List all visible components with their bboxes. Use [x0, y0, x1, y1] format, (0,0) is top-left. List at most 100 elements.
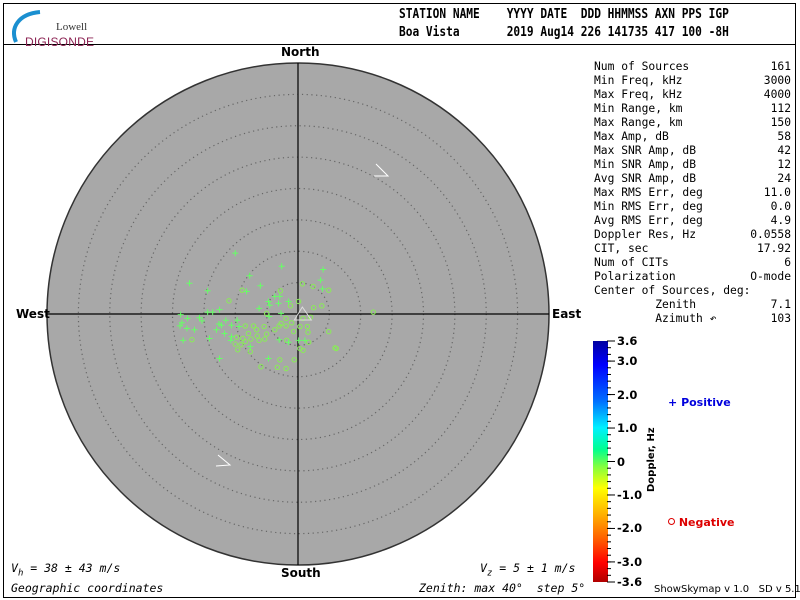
stat-row: Num of CITs 6 — [594, 256, 791, 270]
stat-row: Max RMS Err, deg 11.0 — [594, 186, 791, 200]
stat-label: CIT, sec — [594, 242, 649, 255]
source-negative — [319, 303, 325, 309]
source-negative — [277, 288, 284, 294]
source-negative — [253, 326, 260, 333]
source-positive — [177, 311, 184, 318]
source-negative — [233, 334, 240, 340]
source-positive — [285, 298, 292, 305]
source-negative — [310, 305, 317, 311]
coordinate-system: Geographic coordinates — [11, 581, 164, 595]
source-negative — [299, 281, 306, 287]
stat-row: Min Freq, kHz 3000 — [594, 74, 791, 88]
source-positive — [301, 337, 308, 344]
source-negative — [291, 357, 297, 363]
colorbar-tick-label: 0 — [617, 454, 626, 469]
source-negative — [262, 336, 268, 342]
source-positive — [222, 317, 229, 324]
source-positive — [184, 315, 191, 322]
stat-value: 0.0558 — [750, 228, 791, 241]
source-negative — [289, 320, 295, 326]
stat-label: Max RMS Err, deg — [594, 186, 703, 199]
stat-label: Zenith — [594, 298, 697, 311]
stat-value: 42 — [777, 144, 791, 157]
source-positive — [265, 355, 272, 362]
stat-row: Center of Sources, deg: — [594, 284, 791, 298]
stat-label: Min SNR Amp, dB — [594, 158, 697, 171]
stat-label: Max Freq, kHz — [594, 88, 683, 101]
source-positive — [221, 330, 228, 337]
source-negative — [310, 283, 316, 290]
stat-value: 11.0 — [763, 186, 791, 199]
legend-negative-label: Negative — [678, 516, 735, 529]
label-north: North — [281, 45, 320, 59]
colorbar-tick-label: -2.0 — [617, 521, 643, 536]
source-negative — [238, 342, 244, 348]
source-positive — [183, 325, 190, 332]
source-positive — [216, 355, 223, 362]
source-negative — [232, 341, 238, 347]
source-positive — [295, 337, 302, 344]
stat-row: Min SNR Amp, dB 12 — [594, 158, 791, 172]
stat-row: Num of Sources 161 — [594, 60, 791, 74]
stat-label: Num of Sources — [594, 60, 690, 73]
source-positive — [266, 313, 273, 320]
source-negative — [290, 328, 297, 335]
source-negative — [239, 287, 245, 293]
label-west: West — [16, 307, 50, 321]
source-positive — [275, 300, 282, 307]
chevron-marker — [215, 454, 232, 467]
source-negative — [263, 310, 270, 317]
source-negative — [300, 347, 306, 354]
source-positive — [204, 287, 211, 294]
source-positive — [216, 306, 223, 313]
source-negative — [235, 347, 241, 353]
plus-icon: + — [668, 396, 678, 409]
vh-symbol: V — [11, 561, 18, 575]
source-negative — [256, 337, 262, 344]
source-negative — [242, 338, 248, 345]
stat-value: 17.92 — [756, 242, 791, 255]
legend-positive: + Positive — [668, 396, 731, 409]
source-positive — [196, 314, 203, 321]
stat-value: 4000 — [763, 88, 791, 101]
logo-arc-icon — [12, 10, 41, 43]
source-negative — [226, 298, 232, 304]
source-positive — [320, 266, 327, 273]
source-negative — [254, 333, 260, 339]
source-positive — [236, 323, 243, 330]
source-positive — [319, 285, 326, 292]
source-positive — [228, 333, 235, 340]
source-negative — [276, 323, 282, 329]
header-values: Boa Vista 2019 Aug14 226 141735 417 100 … — [399, 25, 729, 40]
stat-label: Polarization — [594, 270, 676, 283]
stat-value: 7.1 — [770, 298, 791, 311]
source-positive — [256, 305, 263, 312]
source-positive — [177, 322, 184, 329]
source-negative — [283, 315, 289, 322]
stat-value: 24 — [777, 172, 791, 185]
source-positive — [265, 298, 272, 305]
vz-symbol: V — [480, 561, 487, 575]
source-positive — [243, 288, 250, 295]
logo-lowell: Lowell — [56, 21, 88, 33]
source-positive — [227, 337, 234, 344]
stat-label: Max Amp, dB — [594, 130, 669, 143]
source-positive — [180, 337, 187, 344]
stat-label: Min Range, km — [594, 102, 683, 115]
source-negative — [261, 323, 267, 330]
colorbar-ticks — [607, 340, 615, 583]
source-positive — [213, 326, 220, 333]
stat-row: Min RMS Err, deg 0.0 — [594, 200, 791, 214]
center-of-sources-marker — [293, 306, 313, 321]
source-negative — [250, 323, 257, 329]
stat-label: Azimuth ↶ — [594, 312, 717, 325]
source-positive — [218, 322, 225, 329]
source-negative — [297, 323, 303, 330]
colorbar-tick-label: 3.6 — [617, 334, 638, 348]
source-negative — [305, 329, 311, 335]
source-negative — [248, 336, 254, 342]
label-east: East — [552, 307, 582, 321]
source-positive — [247, 343, 254, 350]
vh-subscript: h — [17, 568, 24, 579]
source-negative — [277, 357, 283, 363]
